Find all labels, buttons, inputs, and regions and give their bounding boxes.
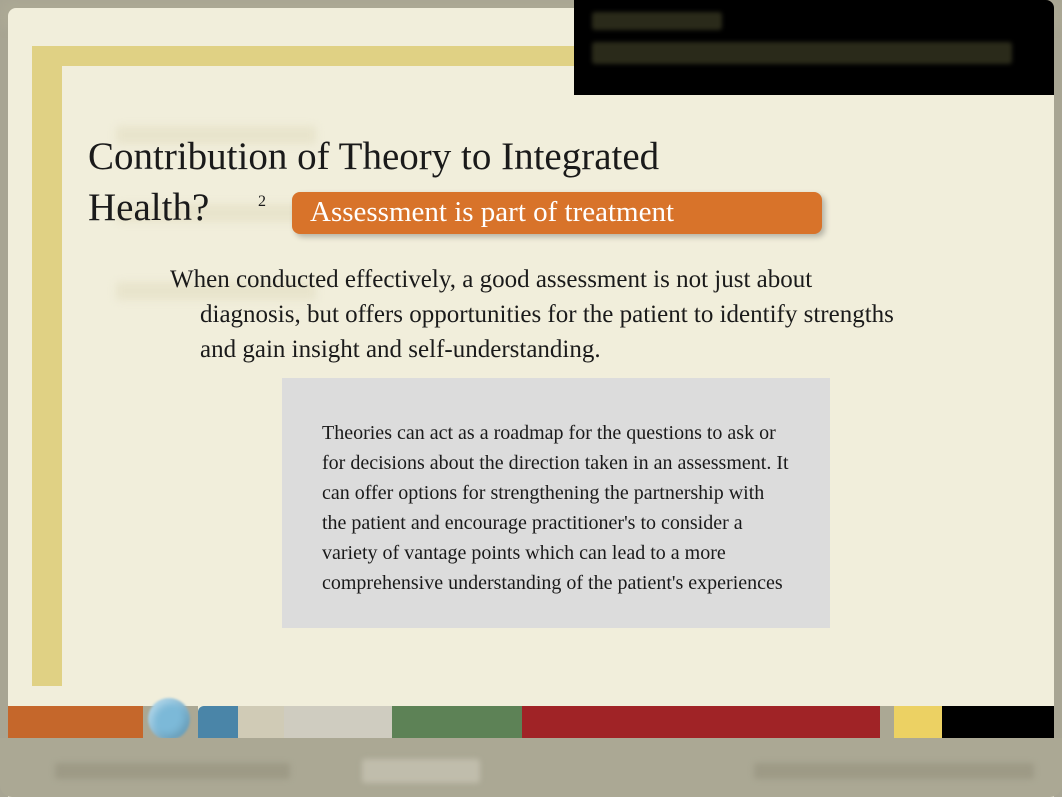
gold-border-left	[32, 46, 62, 686]
blue-circle-icon[interactable]	[148, 698, 190, 740]
banner-text-line-2	[592, 42, 1012, 64]
tab-yellow[interactable]	[894, 706, 942, 738]
quote-box: Theories can act as a roadmap for the qu…	[282, 378, 830, 628]
slide-number: 2	[258, 193, 266, 211]
body-paragraph: When conducted effectively, a good asses…	[170, 262, 910, 367]
banner-text-line-1	[592, 12, 722, 30]
tab-blue[interactable]	[198, 706, 238, 738]
tab-black[interactable]	[942, 706, 1054, 738]
tab-red[interactable]	[522, 706, 880, 738]
tab-beige[interactable]	[238, 706, 284, 738]
highlight-text: Assessment is part of treatment	[310, 196, 674, 228]
footer-text-right	[754, 763, 1034, 779]
tab-orange[interactable]	[8, 706, 143, 738]
tab-green[interactable]	[392, 706, 522, 738]
footer-bar	[0, 738, 1062, 797]
tab-spacer-2	[284, 706, 392, 738]
tab-spacer-3	[880, 706, 894, 738]
footer-text-center	[362, 759, 480, 783]
header-banner	[574, 0, 1054, 95]
quote-text: Theories can act as a roadmap for the qu…	[322, 418, 790, 598]
footer-text-left	[55, 763, 290, 779]
highlight-callout: Assessment is part of treatment	[292, 192, 822, 234]
